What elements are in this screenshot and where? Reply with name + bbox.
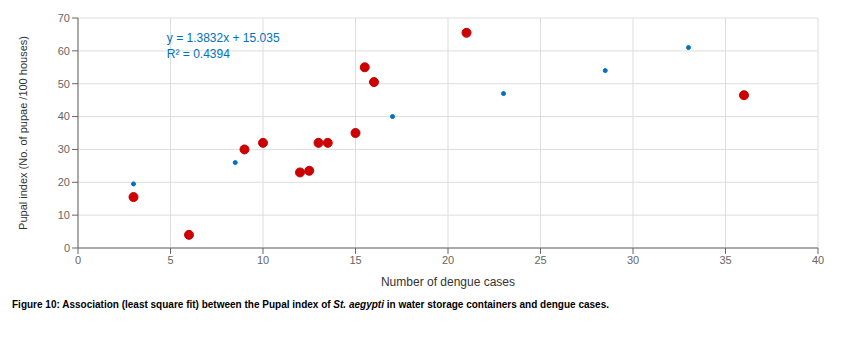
svg-text:70: 70 bbox=[58, 12, 70, 24]
svg-text:60: 60 bbox=[58, 45, 70, 57]
svg-text:Number of dengue cases: Number of dengue cases bbox=[381, 275, 515, 289]
svg-text:0: 0 bbox=[75, 254, 81, 266]
svg-text:40: 40 bbox=[58, 110, 70, 122]
svg-text:30: 30 bbox=[627, 254, 639, 266]
svg-text:40: 40 bbox=[812, 254, 824, 266]
html-text:y = 1.3832x + 15.035: y = 1.3832x + 15.035 bbox=[166, 30, 280, 45]
svg-text:10: 10 bbox=[58, 209, 70, 221]
svg-text:30: 30 bbox=[58, 143, 70, 155]
svg-text:10: 10 bbox=[257, 254, 269, 266]
html-text:R² = 0.4394: R² = 0.4394 bbox=[166, 47, 230, 62]
svg-text:15: 15 bbox=[349, 254, 361, 266]
svg-text:25: 25 bbox=[534, 254, 546, 266]
html-text:Figure 10: Association (least: Figure 10: Association (least square fit… bbox=[12, 299, 609, 310]
svg-text:50: 50 bbox=[58, 78, 70, 90]
svg-text:0: 0 bbox=[64, 242, 70, 254]
svg-text:5: 5 bbox=[167, 254, 173, 266]
svg-text:35: 35 bbox=[719, 254, 731, 266]
svg-text:Pupal index (No. of pupae /100: Pupal index (No. of pupae /100 houses) bbox=[17, 36, 29, 230]
svg-text:20: 20 bbox=[442, 254, 454, 266]
svg-text:20: 20 bbox=[58, 176, 70, 188]
